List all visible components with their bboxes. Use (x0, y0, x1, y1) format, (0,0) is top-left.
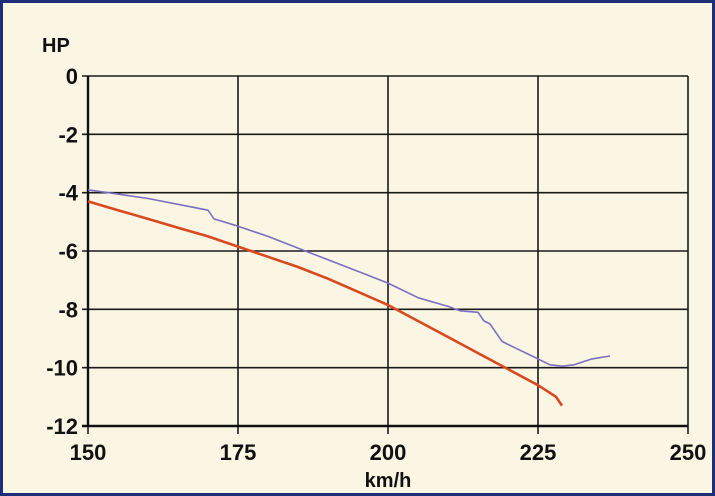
x-tick-label: 200 (370, 440, 407, 465)
tick-labels: 150 175 200 225 250 0 -2 -4 -6 -8 -10 -12 (46, 64, 706, 465)
x-tick-label: 175 (220, 440, 257, 465)
y-tick-label: -4 (58, 181, 78, 206)
y-tick-label: -6 (58, 239, 78, 264)
x-tick-label: 150 (70, 440, 107, 465)
grid (82, 76, 688, 434)
y-tick-label: -12 (46, 414, 78, 439)
x-axis-label: km/h (365, 470, 412, 492)
series-layer (88, 190, 610, 406)
x-tick-label: 250 (670, 440, 707, 465)
series-line-2 (88, 201, 562, 405)
y-tick-label: -2 (58, 122, 78, 147)
y-tick-label: -10 (46, 356, 78, 381)
y-tick-label: -8 (58, 297, 78, 322)
series-line-1 (88, 190, 610, 366)
x-tick-label: 225 (520, 440, 557, 465)
y-tick-label: 0 (66, 64, 78, 89)
y-axis-label: HP (42, 35, 70, 57)
